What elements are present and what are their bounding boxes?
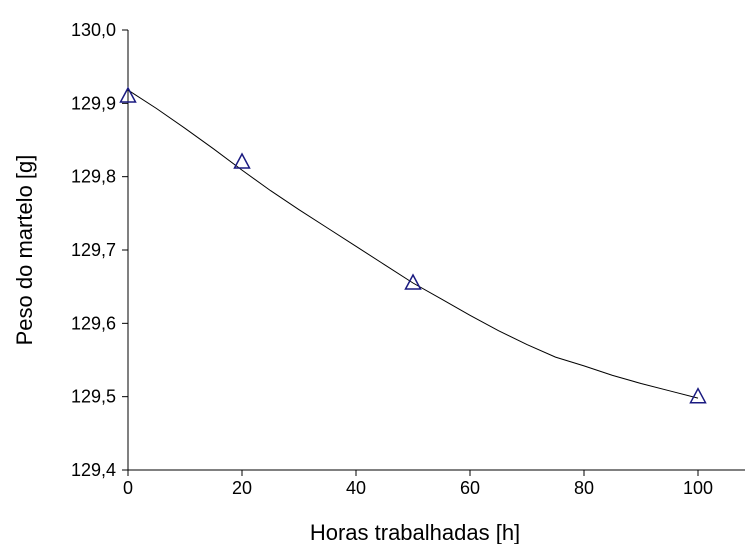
- y-tick-label: 129,6: [71, 313, 116, 333]
- data-point-triangle: [689, 387, 707, 404]
- y-tick-label: 129,8: [71, 167, 116, 187]
- x-tick-label: 40: [346, 478, 366, 498]
- y-tick-label: 129,5: [71, 387, 116, 407]
- y-tick-label: 130,0: [71, 20, 116, 40]
- data-point-triangle: [119, 86, 137, 103]
- y-ticks: 129,4 129,5 129,6 129,7 129,8 129,9 130,0: [71, 20, 128, 480]
- y-tick-label: 129,9: [71, 93, 116, 113]
- y-tick-label: 129,4: [71, 460, 116, 480]
- x-axis-title: Horas trabalhadas [h]: [310, 520, 520, 544]
- x-tick-label: 100: [683, 478, 713, 498]
- y-tick-label: 129,7: [71, 240, 116, 260]
- x-tick-label: 20: [232, 478, 252, 498]
- x-tick-label: 0: [123, 478, 133, 498]
- y-axis-title: Peso do martelo [g]: [12, 155, 37, 346]
- data-point-triangle: [404, 273, 422, 290]
- trendline-layer: [127, 89, 699, 399]
- plot-area: [127, 30, 745, 471]
- x-tick-label: 60: [460, 478, 480, 498]
- data-point-layer: [119, 86, 707, 404]
- data-point-triangle: [233, 152, 251, 169]
- x-tick-label: 80: [574, 478, 594, 498]
- x-ticks: 0 20 40 60 80 100: [123, 470, 713, 498]
- trendline: [127, 89, 699, 399]
